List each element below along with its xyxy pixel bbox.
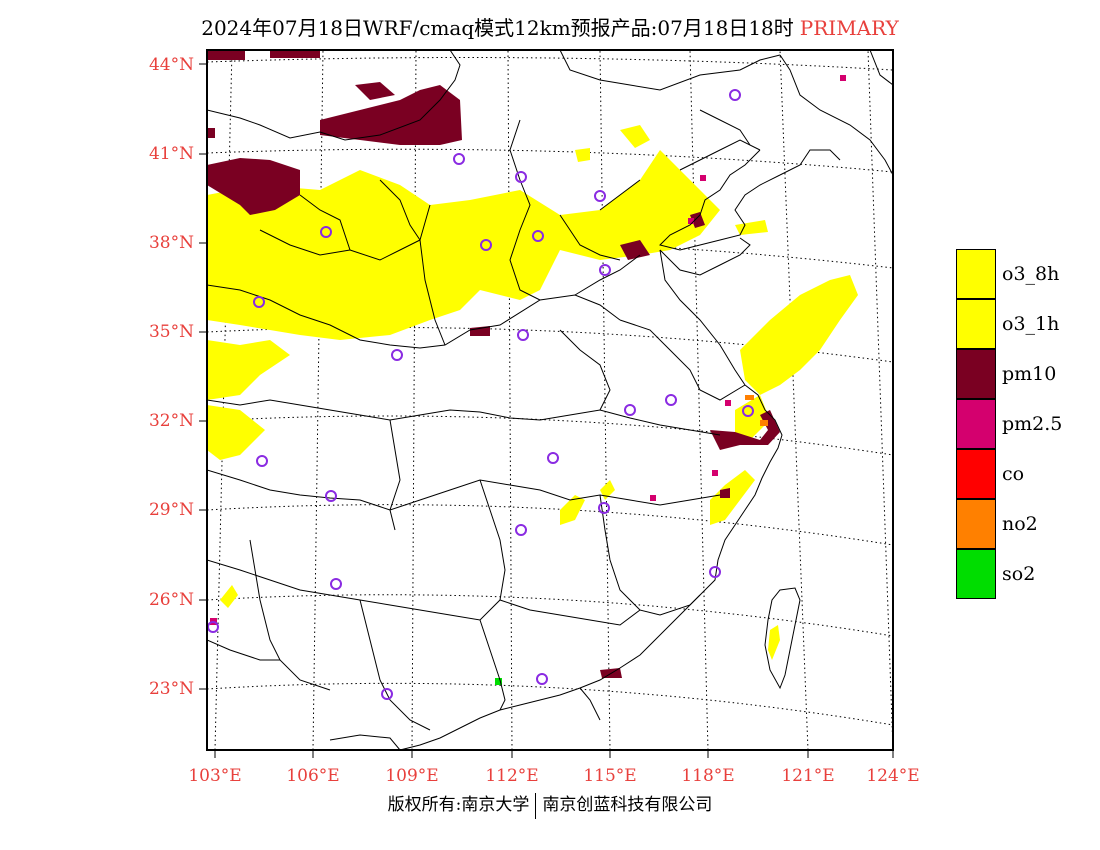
lon-label-103: 103°E — [188, 766, 242, 786]
lon-label-121: 121°E — [781, 766, 835, 786]
lon-label-124: 124°E — [866, 766, 920, 786]
map-title-text: 2024年07月18日WRF/cmaq模式12km预报产品:07月18日18时 — [201, 16, 794, 40]
axis-ticks — [199, 63, 894, 758]
legend-swatch — [956, 349, 996, 399]
legend-label: no2 — [1002, 513, 1038, 535]
lat-label-38: 38°N — [148, 233, 194, 253]
no2-spots — [745, 395, 768, 426]
legend-item-co: co — [956, 449, 1100, 499]
legend-label: so2 — [1002, 563, 1036, 585]
latitude-gridlines — [207, 57, 893, 726]
station-markers — [207, 89, 754, 700]
legend-item-pm25: pm2.5 — [956, 399, 1100, 449]
legend-swatch — [956, 549, 996, 599]
legend-item-o3-1h: o3_1h — [956, 299, 1100, 349]
legend-item-o3-8h: o3_8h — [956, 249, 1100, 299]
primary-tag: PRIMARY — [799, 16, 899, 40]
legend-swatch — [956, 449, 996, 499]
lat-label-32: 32°N — [148, 411, 194, 431]
lon-label-115: 115°E — [583, 766, 637, 786]
legend-swatch — [956, 249, 996, 299]
footer-divider — [535, 792, 537, 819]
ozone-region-north — [207, 125, 858, 660]
legend-label: pm2.5 — [1002, 413, 1063, 435]
map-frame — [206, 49, 894, 751]
lat-label-26: 26°N — [148, 590, 194, 610]
copyright-footer: 版权所有:南京大学 南京创蓝科技有限公司 — [0, 790, 1100, 819]
map-title: 2024年07月18日WRF/cmaq模式12km预报产品:07月18日18时 P… — [0, 12, 1100, 41]
lat-label-44: 44°N — [148, 55, 194, 75]
copyright-owner: 版权所有:南京大学 — [387, 795, 530, 815]
legend-swatch — [956, 499, 996, 549]
legend-swatch — [956, 299, 996, 349]
lat-label-41: 41°N — [148, 144, 194, 164]
boundaries — [207, 50, 893, 750]
lat-label-35: 35°N — [148, 322, 194, 342]
legend-label: o3_8h — [1002, 263, 1060, 285]
copyright-company: 南京创蓝科技有限公司 — [542, 795, 713, 815]
so2-spots — [495, 678, 502, 685]
pm10-region — [207, 50, 780, 678]
legend-swatch — [956, 399, 996, 449]
legend-label: o3_1h — [1002, 313, 1060, 335]
lon-label-118: 118°E — [681, 766, 735, 786]
legend-item-so2: so2 — [956, 549, 1100, 599]
legend-label: pm10 — [1002, 363, 1057, 385]
lon-label-112: 112°E — [485, 766, 539, 786]
legend-item-no2: no2 — [956, 499, 1100, 549]
lon-label-109: 109°E — [385, 766, 439, 786]
legend-label: co — [1002, 463, 1025, 485]
lon-label-106: 106°E — [286, 766, 340, 786]
lat-label-29: 29°N — [148, 500, 194, 520]
legend-item-pm10: pm10 — [956, 349, 1100, 399]
lat-label-23: 23°N — [148, 679, 194, 699]
